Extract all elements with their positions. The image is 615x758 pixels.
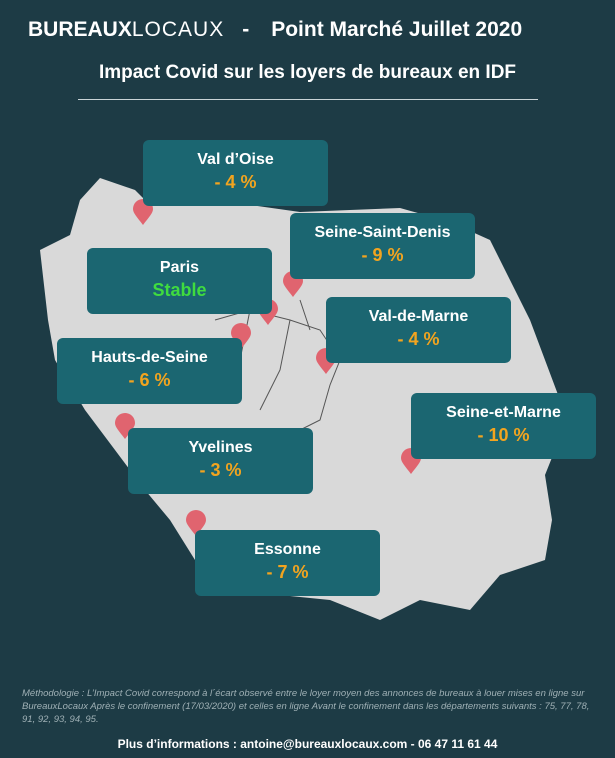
region-change: - 9 % xyxy=(361,245,404,265)
region-box: Essonne - 7 % xyxy=(195,530,380,596)
region-name: Val-de-Marne xyxy=(368,308,469,325)
region-box: Val d’Oise - 4 % xyxy=(143,140,328,206)
divider xyxy=(78,99,538,100)
region-change: - 4 % xyxy=(397,329,440,349)
region-name: Essonne xyxy=(254,541,321,558)
contact: Plus d’informations : antoine@bureauxloc… xyxy=(117,737,498,751)
methodology: Méthodologie : L’Impact Covid correspond… xyxy=(22,688,590,725)
region-change: - 10 % xyxy=(477,425,530,445)
region-name: Hauts-de-Seine xyxy=(91,349,208,366)
logo: BUREAUX xyxy=(28,18,132,41)
logo: LOCAUX xyxy=(131,18,225,41)
region-name: Yvelines xyxy=(188,439,253,456)
title: Impact Covid sur les loyers de bureaux e… xyxy=(98,62,517,83)
region-box: Yvelines - 3 % xyxy=(128,428,313,494)
region-change: - 3 % xyxy=(199,460,242,480)
region-change: - 4 % xyxy=(214,172,257,192)
region-change: - 6 % xyxy=(128,370,171,390)
separator: - xyxy=(242,18,250,41)
region-change: - 7 % xyxy=(266,562,309,582)
region-name: Seine-et-Marne xyxy=(446,404,561,421)
region-name: Val d’Oise xyxy=(197,151,274,168)
region-box: Val-de-Marne - 4 % xyxy=(326,297,511,363)
subtitle: Point Marché Juillet 2020 xyxy=(271,18,523,41)
region-box: Paris Stable xyxy=(87,248,272,314)
region-name: Paris xyxy=(159,259,200,276)
region-box: Hauts-de-Seine - 6 % xyxy=(57,338,242,404)
region-box: Seine-et-Marne - 10 % xyxy=(411,393,596,459)
region-change: Stable xyxy=(152,280,207,300)
region-box: Seine-Saint-Denis - 9 % xyxy=(290,213,475,279)
header: BUREAUXLOCAUX - Point Marché Juillet 2020 xyxy=(28,18,598,42)
region-name: Seine-Saint-Denis xyxy=(314,224,451,241)
